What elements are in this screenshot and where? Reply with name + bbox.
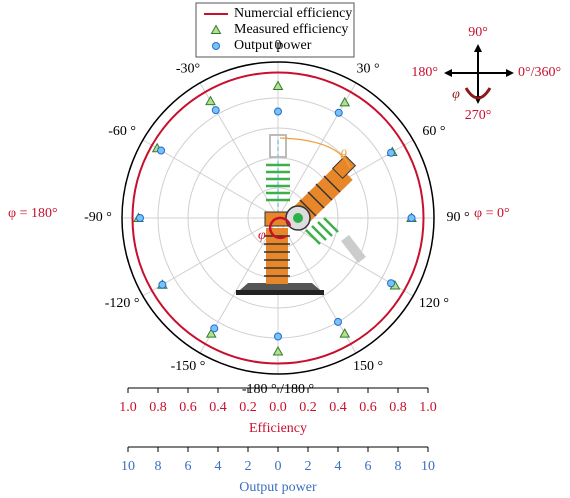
power-point — [212, 107, 219, 114]
compass-label: 0°/360° — [518, 65, 561, 80]
axis-tick-label: 8 — [155, 459, 162, 474]
theta-tick-label: -150 ° — [171, 359, 206, 374]
theta-tick-label: 30 ° — [356, 61, 379, 76]
axis-tick-label: 0.4 — [209, 400, 227, 415]
theta-tick-label: 90 ° — [446, 210, 469, 225]
axis-tick-label: 0.4 — [329, 400, 347, 415]
axis-tick-label: 10 — [121, 459, 135, 474]
theta-tick-label: -30° — [176, 61, 200, 76]
axis-tick-label: 2 — [245, 459, 252, 474]
power-point — [335, 318, 342, 325]
compass-label: 90° — [468, 25, 488, 40]
axis-title: Efficiency — [249, 421, 307, 436]
axis-tick-label: 6 — [185, 459, 192, 474]
power-point — [158, 147, 165, 154]
theta-tick-label: -120 ° — [105, 296, 140, 311]
power-point — [275, 108, 282, 115]
annotation: φ — [258, 228, 266, 243]
axis-tick-label: 10 — [421, 459, 435, 474]
axis-tick-label: 0.2 — [299, 400, 317, 415]
axis-tick-label: 0.6 — [179, 400, 197, 415]
power-point — [335, 109, 342, 116]
annotation: θ — [340, 148, 347, 163]
theta-tick-label: -90 ° — [84, 210, 112, 225]
power-point — [137, 215, 144, 222]
legend-swatch — [213, 43, 220, 50]
power-point — [388, 280, 395, 287]
compass-label: φ — [452, 87, 460, 102]
axis-tick-label: 0 — [275, 459, 282, 474]
compass-label: 180° — [411, 65, 438, 80]
axis-tick-label: 1.0 — [419, 400, 437, 415]
axis-tick-label: 0.8 — [149, 400, 167, 415]
theta-tick-label: 150 ° — [353, 359, 383, 374]
annotation: φ = 180° — [8, 206, 58, 221]
power-point — [159, 281, 166, 288]
axis-title: Output power — [239, 480, 317, 495]
axis-tick-label: 1.0 — [119, 400, 137, 415]
power-point — [388, 149, 395, 156]
axis-tick-label: 4 — [335, 459, 342, 474]
axis-tick-label: 2 — [305, 459, 312, 474]
power-point — [211, 325, 218, 332]
axis-tick-label: 8 — [395, 459, 402, 474]
legend-label: Output power — [234, 38, 312, 53]
theta-tick-label: 60 ° — [422, 124, 445, 139]
axis-tick-label: 0.6 — [359, 400, 377, 415]
axis-tick-label: 0.8 — [389, 400, 407, 415]
legend-label: Measured efficiency — [234, 22, 348, 37]
axis-tick-label: 4 — [215, 459, 222, 474]
theta-tick-label: 120 ° — [419, 296, 449, 311]
compass-label: 270° — [465, 108, 492, 123]
axis-tick-label: 6 — [365, 459, 372, 474]
theta-tick-label: -60 ° — [108, 124, 136, 139]
axis-tick-label: 0.2 — [239, 400, 257, 415]
axis-tick-label: 0.0 — [269, 400, 287, 415]
annotation: φ = 0° — [474, 206, 510, 221]
legend-label: Numercial efficiency — [234, 6, 352, 21]
power-point — [275, 333, 282, 340]
chart: 90° 180° 0°/360° 270° φ φ = 180° φ = 0° … — [0, 0, 570, 498]
power-point — [408, 215, 415, 222]
